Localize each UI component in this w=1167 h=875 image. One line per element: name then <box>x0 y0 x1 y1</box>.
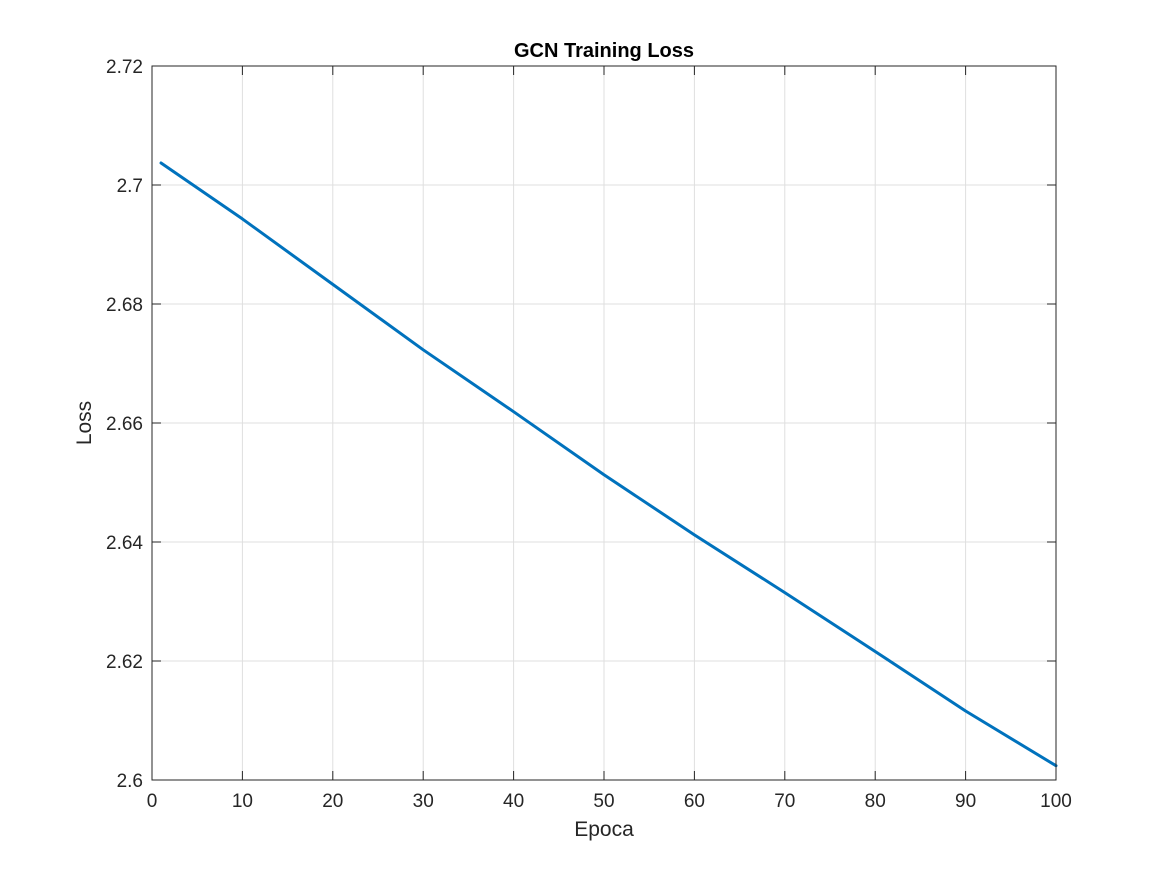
x-tick-label: 40 <box>503 791 524 812</box>
x-tick-label: 30 <box>413 791 434 812</box>
grid <box>152 66 1056 780</box>
y-tick-label: 2.68 <box>106 295 143 316</box>
y-axis-label: Loss <box>73 401 96 445</box>
x-tick-label: 100 <box>1040 791 1072 812</box>
x-axis-label: Epoca <box>574 818 634 841</box>
chart-title: GCN Training Loss <box>514 40 694 62</box>
y-tick-labels: 2.6 2.62 2.64 2.66 2.68 2.7 2.72 <box>106 57 143 792</box>
y-tick-label: 2.66 <box>106 414 143 435</box>
x-tick-label: 10 <box>232 791 253 812</box>
y-tick-label: 2.64 <box>106 533 143 554</box>
x-tick-label: 60 <box>684 791 705 812</box>
y-tick-label: 2.7 <box>117 176 143 197</box>
x-tick-label: 90 <box>955 791 976 812</box>
x-tick-label: 80 <box>865 791 886 812</box>
y-tick-label: 2.6 <box>117 771 143 792</box>
series-line <box>159 161 1058 768</box>
x-tick-label: 20 <box>322 791 343 812</box>
x-tick-label: 0 <box>147 791 158 812</box>
x-tick-label: 70 <box>774 791 795 812</box>
y-tick-label: 2.62 <box>106 652 143 673</box>
y-tick-label: 2.72 <box>106 57 143 78</box>
tick-marks <box>151 65 1057 781</box>
series-layer <box>159 161 1058 768</box>
x-tick-labels: 0 10 20 30 40 50 60 70 80 90 100 <box>147 791 1072 812</box>
x-tick-label: 50 <box>593 791 614 812</box>
